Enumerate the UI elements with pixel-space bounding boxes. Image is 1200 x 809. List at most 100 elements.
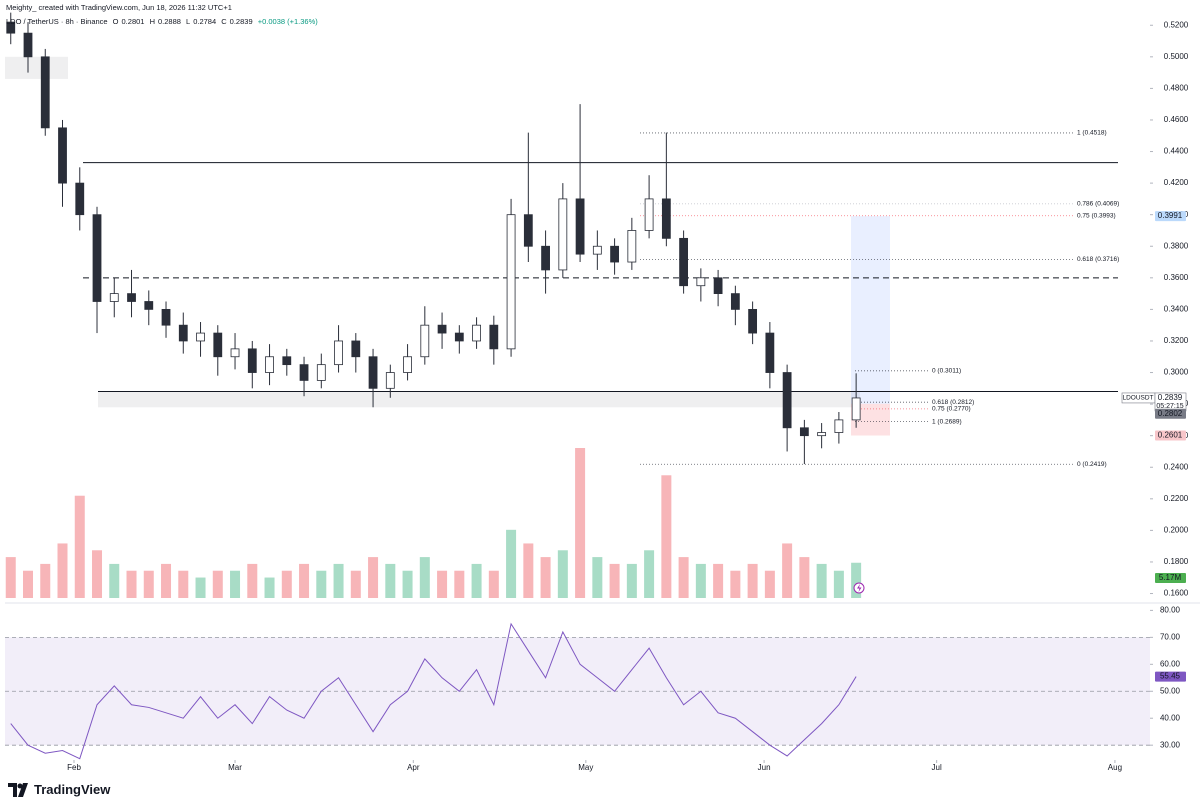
fib-label: 1 (0.2689) [932,418,962,425]
volume-bar [695,563,706,598]
rsi-tick-label: 60.00 [1160,659,1181,668]
volume-bar [454,570,465,598]
change: +0.0038 (+1.36%) [257,17,318,26]
rsi-tick-label: 80.00 [1160,606,1181,615]
y-tick-label: 0.1800 [1164,557,1189,566]
brand-name: TradingView [34,782,111,797]
candle-body [558,198,568,271]
volume-bar [74,495,85,598]
volume-bar [678,557,689,598]
candle-body [834,419,844,433]
y-tick-label: 0.5000 [1164,52,1189,61]
rsi-label: 55.45 [1160,672,1181,681]
candle-body [592,245,602,255]
volume-bar [523,543,534,598]
attribution: Meighty_ created with TradingView.com, J… [6,3,232,12]
entry-label-bg [1155,408,1186,419]
volume-bar [402,570,413,598]
y-tick-label: 0.3000 [1164,368,1189,377]
volume-bar [161,563,172,598]
candle-body [523,214,533,247]
target-label-bg [1155,211,1186,222]
candle-body [765,332,775,373]
candle-body [713,277,723,295]
volume-bar [195,577,206,598]
fib-label: 1 (0.4518) [1077,130,1107,137]
ohlc-value: 0.2784 [193,17,217,26]
y-tick-label: 0.3400 [1164,305,1189,314]
x-tick-label: Feb [67,763,81,772]
rsi-tick-label: 40.00 [1160,713,1181,722]
candle-body [730,293,740,310]
candle-body [161,308,171,326]
ohlc-value: 0.2839 [229,17,253,26]
candle-body [58,127,67,184]
target-label: 0.3991 [1158,211,1183,220]
candle-body [127,293,136,302]
volume-label: 5.17M [1159,573,1182,582]
volume-bar [368,557,379,598]
y-tick-label: 0.3800 [1164,241,1189,250]
y-tick-label: 0.4200 [1164,178,1189,187]
volume-bar [799,557,810,598]
candle-body [644,198,654,231]
fib-label: 0.75 (0.2770) [932,406,971,413]
candle-body [316,364,326,381]
last-price: 0.2839 [1158,393,1183,402]
fib-label: 0.618 (0.3716) [1077,256,1119,263]
volume-bar [730,570,741,598]
volume-bar [264,577,275,598]
candle-body [299,364,309,381]
candle-body [420,324,430,358]
candle-body [75,182,85,216]
countdown: 05:27:15 [1156,403,1183,410]
candle-body [454,332,464,342]
rsi-tick-label: 70.00 [1160,632,1181,641]
candle-body [23,32,33,58]
candle-body [265,356,274,373]
volume-bar [178,570,189,598]
volume-bar [747,563,758,598]
rsi-tick-label: 50.00 [1160,686,1181,695]
volume-bar [833,570,844,598]
volume-bar [661,475,672,598]
candle-body [40,56,50,129]
x-tick-label: Apr [407,763,420,772]
volume-bar [57,543,68,598]
candle-body [748,308,758,334]
volume-bar [592,557,603,598]
volume-bar [350,570,361,598]
candle-body [472,324,481,342]
x-tick-label: Jun [758,763,771,772]
volume-bar [816,563,827,598]
zone [5,56,68,79]
volume-bar [299,563,310,598]
candle-body [247,348,257,373]
ohlc-key: C [221,17,227,26]
candle-body [385,372,395,389]
candle-body [144,301,154,310]
y-tick-label: 0.4400 [1164,147,1189,156]
rsi-label-bg [1155,671,1186,682]
candle-body [506,214,516,350]
volume-bar [281,570,292,598]
y-tick-label: 0.4800 [1164,84,1189,93]
volume-bar [488,570,499,598]
candle-body [799,427,809,437]
candle-body [92,214,102,302]
volume-bar [385,563,396,598]
volume-bar [212,570,223,598]
candle-body [661,198,671,239]
entry-label: 0.2802 [1158,409,1183,418]
candle-body [334,340,343,366]
symbol-tag: LDOUSDT [1122,395,1153,402]
volume-bar [419,557,430,598]
position-target [851,216,890,404]
candle-body [109,293,119,302]
candle-body [696,277,706,287]
volume-bar [247,563,258,598]
volume-bar [143,570,154,598]
volume-bar [764,570,775,598]
